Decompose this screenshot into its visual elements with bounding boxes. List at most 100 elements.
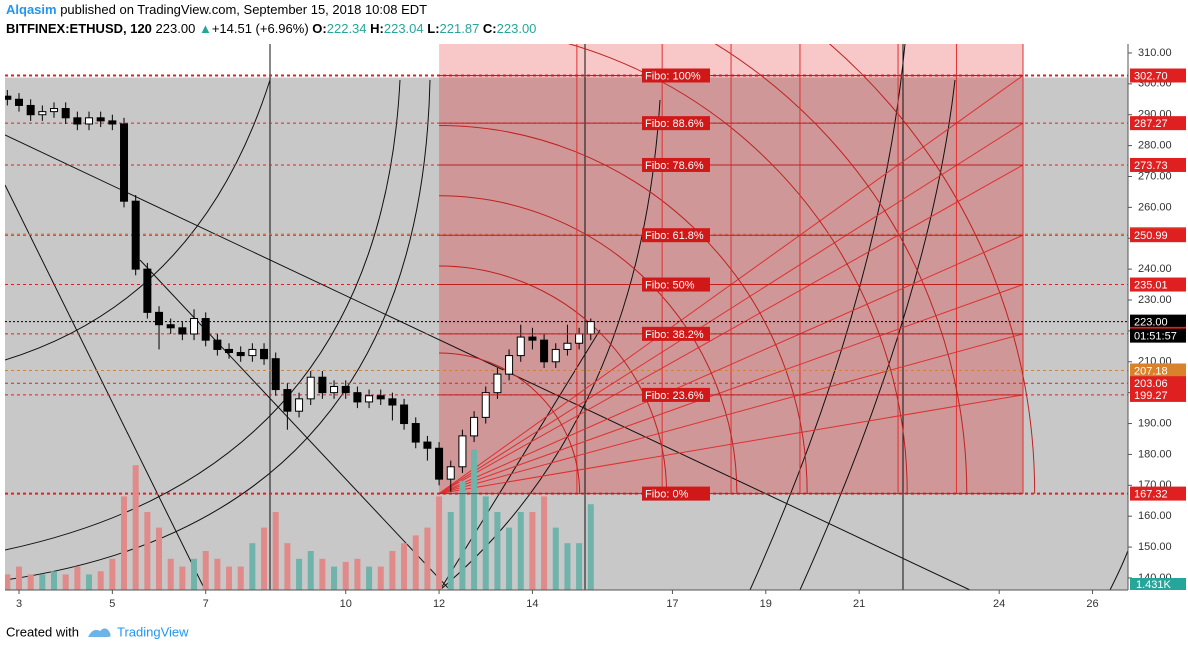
change: +14.51 (+6.96%) — [212, 21, 309, 36]
volume-bar — [74, 566, 81, 590]
y-tick-label: 180.00 — [1138, 448, 1172, 460]
volume-bar — [424, 527, 431, 590]
candle-body — [481, 392, 490, 418]
x-tick-label: 3 — [16, 598, 22, 610]
volume-bar — [86, 574, 93, 590]
o: 222.34 — [327, 21, 367, 36]
c-label: C: — [483, 21, 497, 36]
candle-body — [213, 339, 222, 350]
candle-body — [575, 333, 584, 344]
volume-bar — [121, 496, 128, 590]
price-label-bg — [1130, 68, 1186, 83]
volume-bar — [272, 512, 279, 590]
volume-bar — [191, 558, 198, 590]
x-tick-label: 7 — [203, 598, 209, 610]
volume-bar — [249, 543, 256, 590]
fib-fan — [438, 284, 1024, 495]
fib-fan — [438, 333, 1024, 495]
drawing-line — [5, 134, 971, 590]
fib-label: Fibo: 88.6% — [645, 118, 704, 130]
candle-body — [330, 385, 339, 394]
fib-label: Fibo: 50% — [645, 279, 695, 291]
axes: 310.00300.00290.00280.00270.00260.00250.… — [16, 47, 1186, 610]
x-tick-label: 21 — [853, 598, 865, 610]
price-label-bg — [1130, 116, 1186, 131]
fib-label-bg — [642, 228, 710, 243]
candle-body — [295, 398, 304, 412]
quote-line: BITFINEX:ETHUSD, 120 223.00 ▲+14.51 (+6.… — [6, 21, 536, 36]
l: 221.87 — [440, 21, 480, 36]
fib-label-bg — [642, 486, 710, 501]
volume-bar — [482, 496, 489, 590]
h: 223.04 — [384, 21, 424, 36]
candle-body — [516, 336, 525, 357]
volume-bar — [494, 512, 501, 590]
volume-bar — [226, 566, 233, 590]
header-line: Alqasim published on TradingView.com, Se… — [6, 2, 427, 17]
fib-label: Fibo: 23.6% — [645, 390, 704, 402]
footer: Created with TradingView — [6, 624, 189, 639]
candle-body — [271, 358, 280, 391]
candle-body — [388, 398, 397, 406]
author: Alqasim — [6, 2, 57, 17]
candle-body — [85, 117, 94, 125]
volume-bar — [296, 558, 303, 590]
volume-bar — [144, 512, 151, 590]
brand: TradingView — [117, 624, 189, 639]
volume-bar — [436, 496, 443, 590]
published: published on TradingView.com, September … — [60, 2, 427, 17]
fib-arc — [828, 44, 1036, 494]
fib-label: Fibo: 78.6% — [645, 160, 704, 172]
fib-arc — [439, 265, 668, 494]
drawing-line — [1109, 549, 1128, 590]
candle-body — [248, 348, 257, 357]
drawing-line — [749, 44, 906, 590]
candle-body — [411, 423, 420, 443]
fib-label: Fibo: 38.2% — [645, 329, 704, 341]
countdown: 01:51:57 — [1134, 331, 1177, 343]
candle-body — [376, 395, 385, 400]
price-label: 203.06 — [1134, 378, 1168, 390]
fib-label-bg — [642, 157, 710, 172]
volume-bar — [319, 558, 326, 590]
volume-bar — [412, 535, 419, 590]
volume-bar — [377, 566, 384, 590]
volume-bar — [331, 566, 338, 590]
drawing-line — [5, 79, 431, 581]
price-label-bg — [1130, 157, 1186, 172]
y-tick-label: 190.00 — [1138, 417, 1172, 429]
candle-body — [493, 373, 502, 394]
fib-arc — [439, 352, 581, 494]
candle-body — [470, 416, 479, 437]
x-tick-label: 17 — [666, 598, 678, 610]
volume-label: 1.431K — [1136, 579, 1172, 591]
candle-body — [353, 392, 362, 403]
volume-bar — [97, 571, 104, 590]
volume-bar — [202, 551, 209, 590]
volume-bar — [587, 504, 594, 590]
x-tick-label: 14 — [526, 598, 538, 610]
volume-bar — [541, 496, 548, 590]
candle-body — [73, 117, 82, 125]
candle-body — [5, 95, 12, 100]
drawing-line — [5, 184, 206, 590]
candle-body — [120, 123, 129, 202]
price-label-bg — [1130, 314, 1186, 329]
price-label-bg — [1130, 376, 1186, 391]
x-tick-label: 10 — [340, 598, 352, 610]
price-label-bg — [1130, 363, 1186, 378]
volume-bar — [51, 571, 58, 590]
volume-bar — [529, 512, 536, 590]
volume-bar — [354, 558, 361, 590]
volume-bar — [401, 543, 408, 590]
volume-bar — [156, 527, 163, 590]
volume-bar — [576, 543, 583, 590]
drawing-line — [5, 79, 271, 361]
drawing-line — [139, 259, 451, 590]
symbol: BITFINEX:ETHUSD, 120 — [6, 21, 152, 36]
volume-bar — [307, 551, 314, 590]
volume-bar — [5, 574, 11, 590]
plot: Fibo: 100% Fibo: 88.6% Fibo: 78.6% Fibo: 61… — [5, 44, 1128, 590]
y-tick-label: 230.00 — [1138, 294, 1172, 306]
